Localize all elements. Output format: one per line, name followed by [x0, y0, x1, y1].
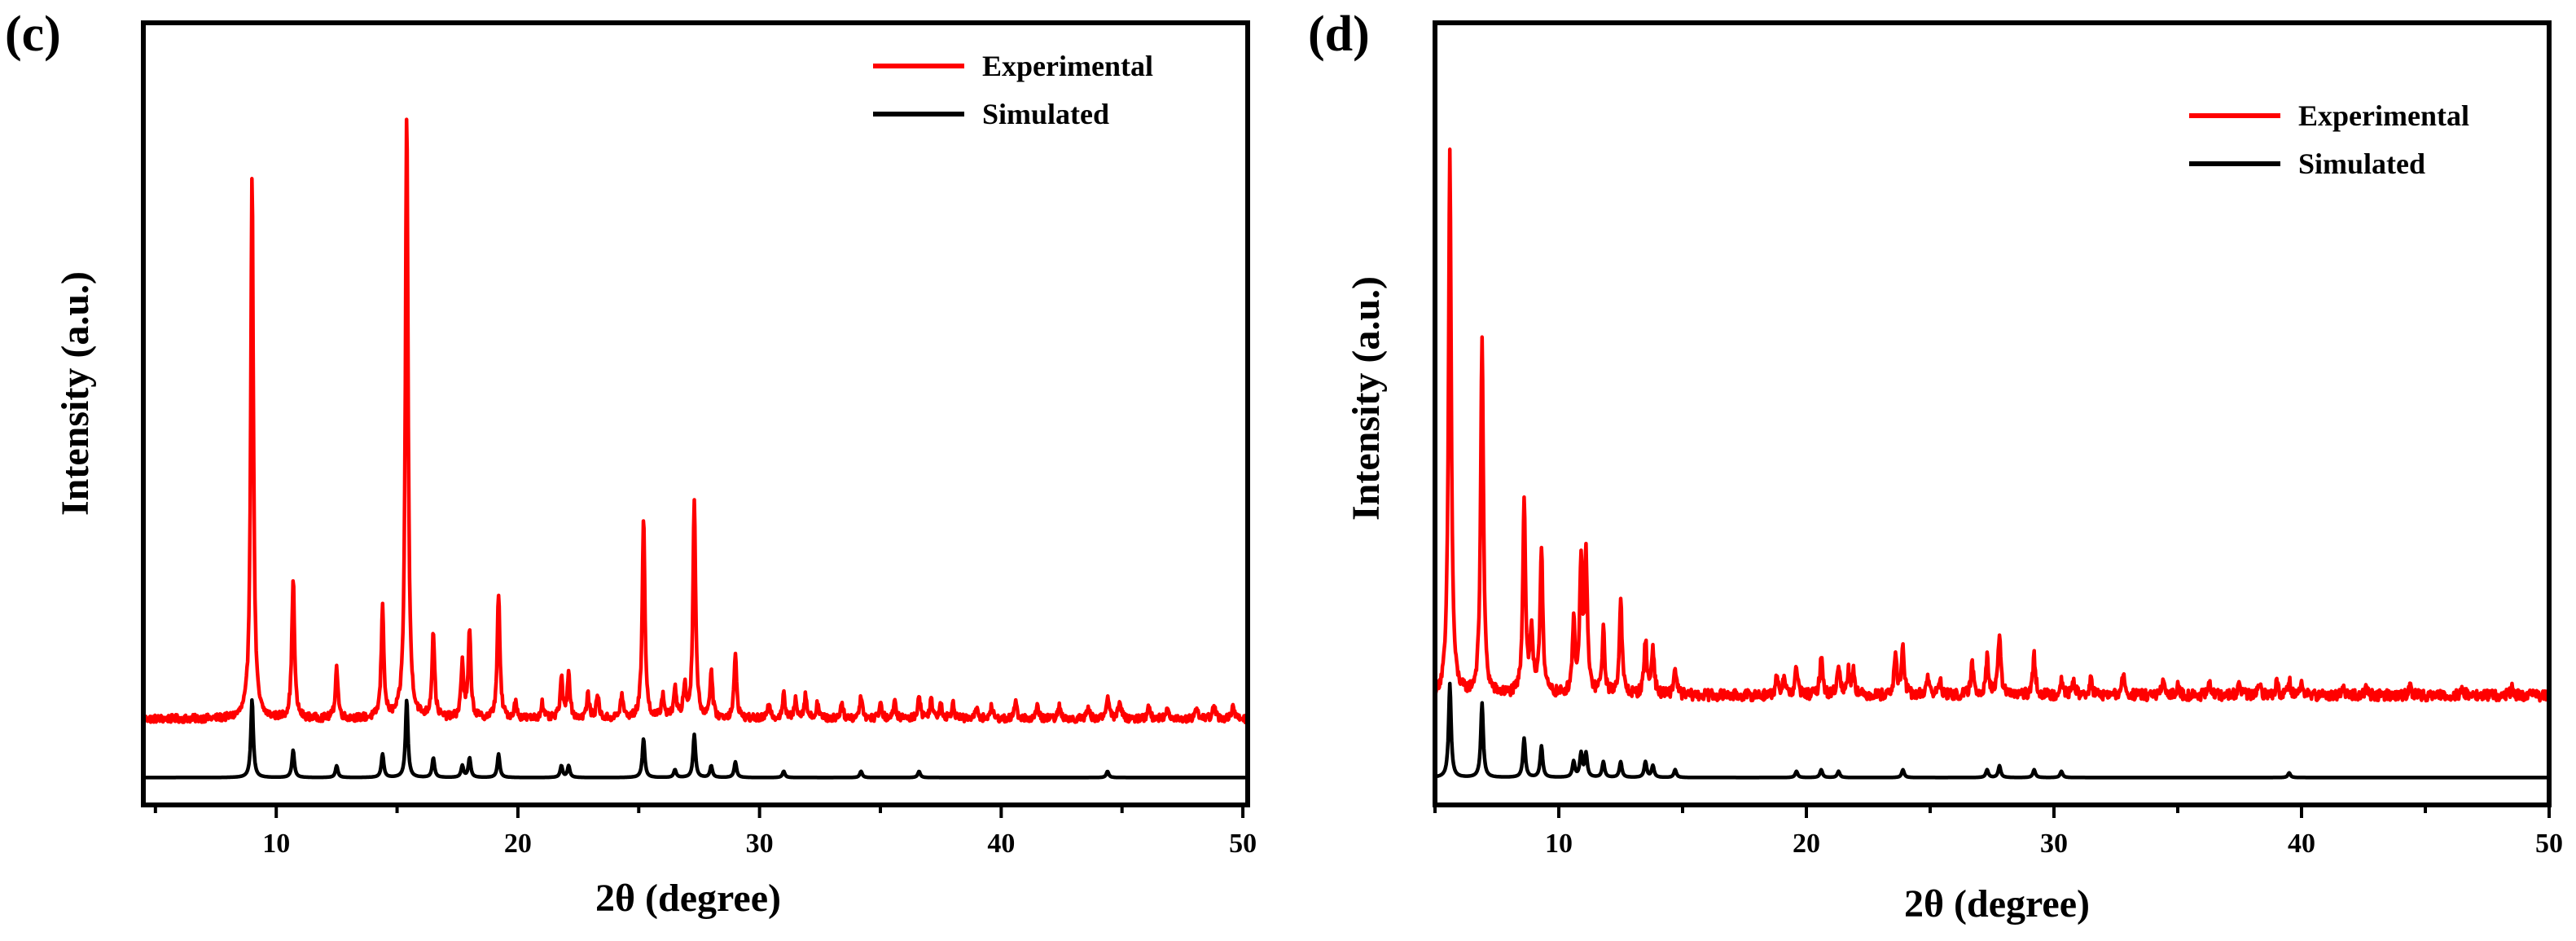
legend-d: Experimental Simulated — [2189, 99, 2469, 180]
legend-label-simulated-d: Simulated — [2298, 147, 2425, 180]
series-experimental-d — [1433, 147, 2552, 703]
x-tick-label-30-d: 30 — [2040, 829, 2068, 859]
x-tick-label-10-c: 10 — [262, 829, 290, 859]
series-simulated-d — [1433, 681, 2551, 780]
panel-label-c: (c) — [5, 7, 61, 62]
x-tick-label-30-c: 30 — [746, 829, 774, 859]
x-tick-label-40-d: 40 — [2288, 829, 2315, 859]
series-experimental-c — [141, 117, 1250, 725]
x-tick-label-10-d: 10 — [1545, 829, 1573, 859]
x-axis-title-d: 2θ (degree) — [1904, 882, 2090, 926]
y-axis-title-c: Intensity (a.u.) — [54, 271, 97, 516]
x-tick-label-20-d: 20 — [1793, 829, 1820, 859]
axes-frame-c — [141, 20, 1250, 807]
y-axis-title-d: Intensity (a.u.) — [1345, 276, 1388, 521]
x-tick-label-40-c: 40 — [987, 829, 1015, 859]
x-axis-title-c: 2θ (degree) — [595, 877, 781, 920]
legend-c: Experimental Simulated — [873, 50, 1153, 130]
legend-label-experimental-c: Experimental — [982, 50, 1153, 82]
x-tick-label-50-c: 50 — [1229, 829, 1257, 859]
legend-label-experimental-d: Experimental — [2298, 99, 2469, 132]
legend-label-simulated-c: Simulated — [982, 98, 1109, 130]
plot-area-c: 10 20 30 40 50 — [141, 20, 1257, 859]
series-simulated-c — [142, 698, 1249, 780]
x-tick-label-50-d: 50 — [2535, 829, 2563, 859]
panel-c: (c) Intensity (a.u.) 2θ (degree) 10 20 30 4… — [5, 7, 1257, 920]
x-tick-label-20-c: 20 — [504, 829, 532, 859]
panel-d: (d) Intensity (a.u.) 2θ (degree) 10 20 30 4… — [1308, 7, 2563, 926]
plot-area-d: 10 20 30 40 50 — [1433, 20, 2563, 859]
panel-label-d: (d) — [1308, 7, 1370, 62]
axes-frame-d — [1433, 20, 2552, 807]
